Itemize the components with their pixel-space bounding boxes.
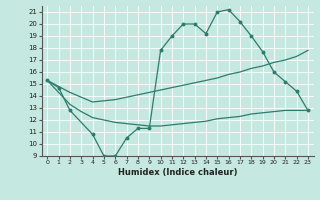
X-axis label: Humidex (Indice chaleur): Humidex (Indice chaleur) xyxy=(118,168,237,177)
